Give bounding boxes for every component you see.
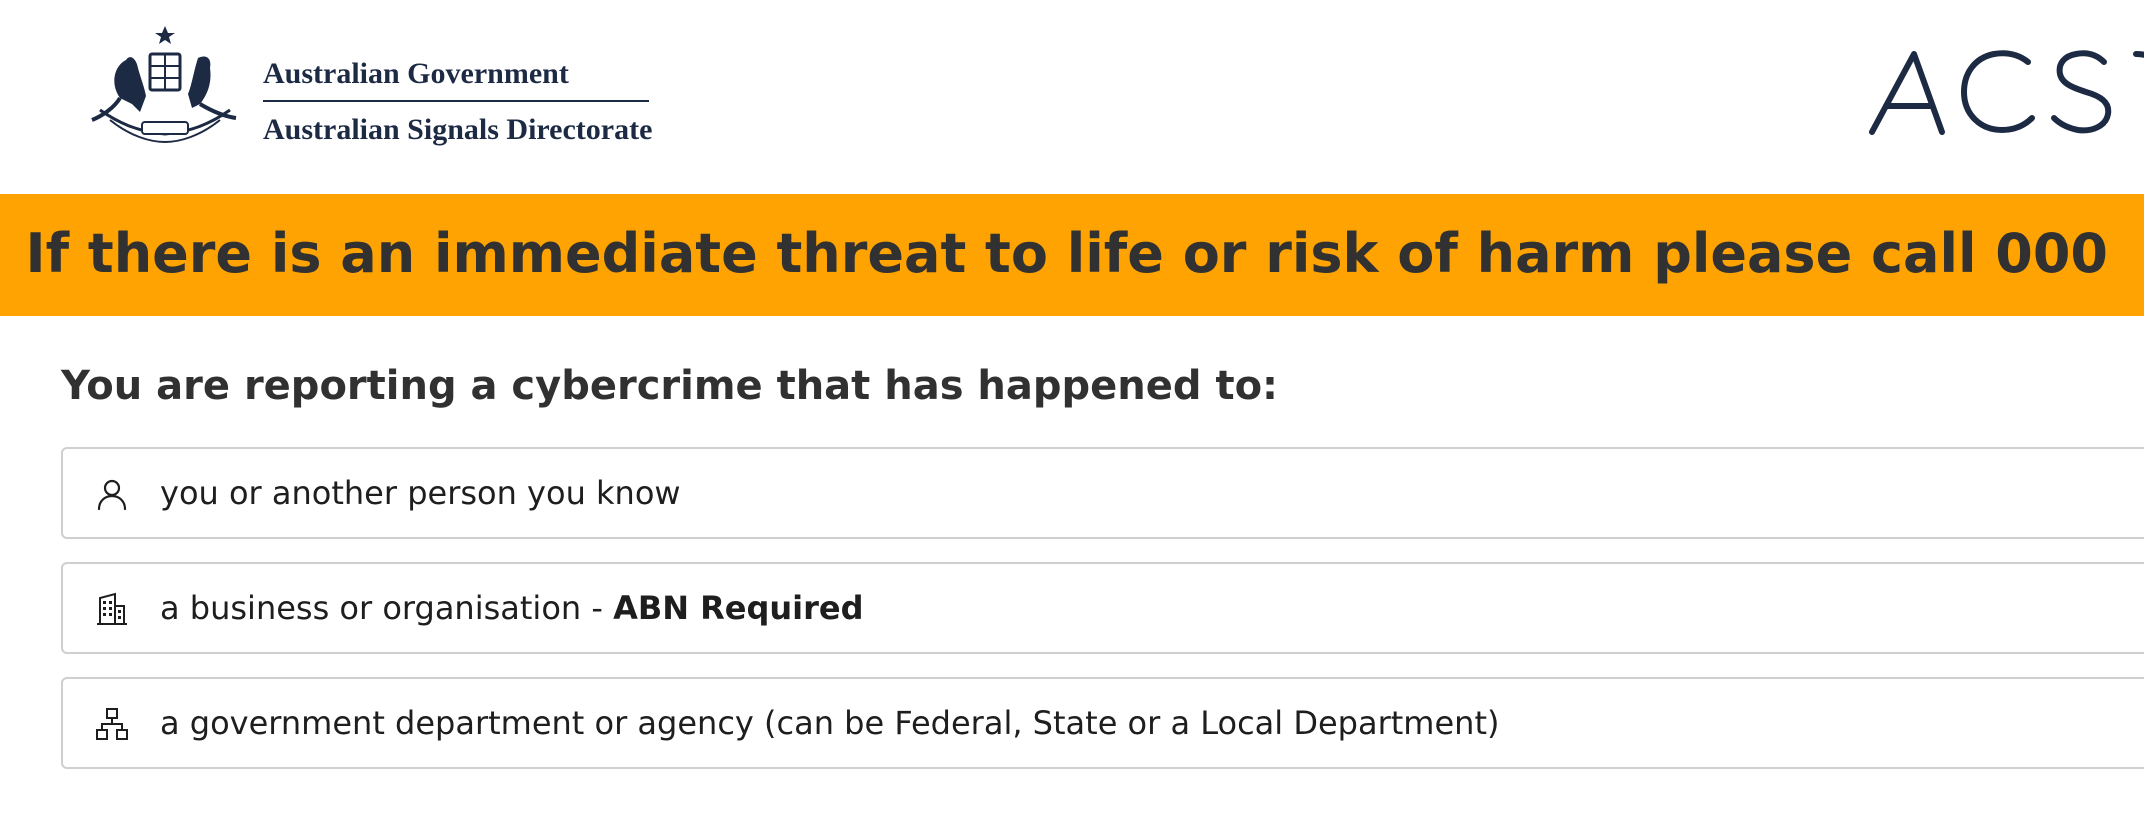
government-name: Australian Government [263,56,649,102]
site-header: Australian Government Australian Signals… [0,0,2144,194]
option-business[interactable]: a business or organisation - ABN Require… [61,562,2144,654]
option-separator: - [581,589,614,627]
agency-name: Australian Signals Directorate [263,113,653,146]
page-question: You are reporting a cybercrime that has … [61,363,1279,409]
option-label: a business or organisation - ABN Require… [160,589,864,627]
building-icon [97,592,127,625]
government-branding: Australian Government Australian Signals… [263,56,653,148]
australian-coat-of-arms-icon [91,26,237,144]
abn-required-note: ABN Required [613,589,864,627]
option-government[interactable]: a government department or agency (can b… [61,677,2144,769]
emergency-banner: If there is an immediate threat to life … [0,194,2144,316]
org-chart-icon [96,708,128,740]
person-icon [97,479,127,511]
acsc-logo-icon [1869,50,2144,135]
option-label: you or another person you know [160,474,681,512]
option-label: a government department or agency (can b… [160,704,1500,742]
option-individual[interactable]: you or another person you know [61,447,2144,539]
emergency-banner-text: If there is an immediate threat to life … [25,222,2108,285]
